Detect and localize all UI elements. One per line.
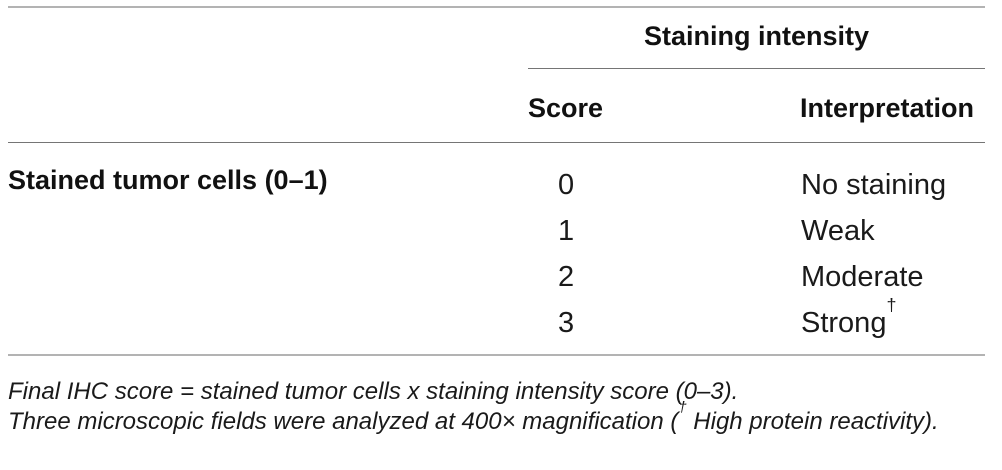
- interpretation-column-header: Interpretation: [800, 93, 975, 123]
- row-group-label: Stained tumor cells (0–1): [8, 165, 328, 195]
- score-cell: 3: [558, 307, 575, 339]
- interpretation-cell: Strong†: [801, 296, 896, 340]
- interpretation-cell: Weak: [801, 214, 875, 248]
- interpretation-cell: Moderate: [801, 260, 924, 294]
- header-body-rule: [8, 142, 985, 143]
- score-cell: 2: [558, 261, 575, 293]
- interpretation-text: Strong: [801, 307, 887, 339]
- interpretation-text: Weak: [801, 215, 875, 247]
- score-column-header: Score: [528, 93, 604, 123]
- score-cell: 0: [558, 169, 575, 201]
- dagger-superscript: †: [678, 399, 687, 416]
- footnote-2-pre: Three microscopic fields were analyzed a…: [8, 408, 679, 435]
- dagger-superscript: †: [886, 295, 897, 316]
- group-header-rule: [528, 68, 985, 69]
- footnote-line-2: Three microscopic fields were analyzed a…: [8, 400, 939, 436]
- score-cell: 1: [558, 215, 575, 247]
- interpretation-text: No staining: [801, 169, 947, 201]
- interpretation-cell: No staining: [801, 168, 946, 202]
- interpretation-text: Moderate: [801, 261, 924, 293]
- footnote-2-post: High protein reactivity).: [686, 408, 939, 435]
- staining-intensity-group-header: Staining intensity: [643, 21, 870, 51]
- body-footer-rule: [8, 354, 985, 356]
- footnote-line-1: Final IHC score = stained tumor cells x …: [8, 378, 739, 405]
- table-top-rule: [8, 6, 985, 8]
